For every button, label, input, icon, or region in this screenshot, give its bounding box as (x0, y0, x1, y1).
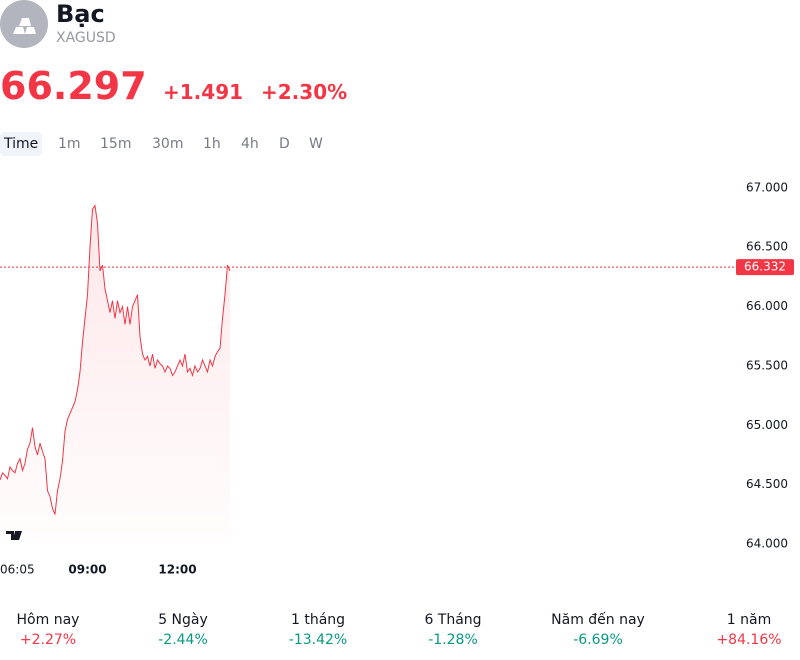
symbol-name: Bạc (56, 0, 105, 28)
period-label: 1 năm (726, 612, 772, 628)
change-pct: +2.30% (261, 80, 348, 104)
last-price-box (736, 259, 794, 276)
change: +1.491 (163, 80, 244, 104)
period-change: -2.44% (158, 632, 208, 648)
x-tick-label: 12:00 (158, 563, 196, 577)
period-change: +2.27% (19, 632, 77, 648)
performance-item: Hôm nay +2.27% (0, 610, 118, 650)
period-label: Hôm nay (16, 612, 80, 628)
performance-item: 1 tháng -13.42% (248, 610, 388, 650)
x-tick-label: 06:05 (0, 563, 35, 577)
period-label: 6 Tháng (424, 612, 482, 628)
performance-item: 6 Tháng -1.28% (383, 610, 523, 650)
interval-button[interactable]: W (309, 136, 323, 152)
period-change: -13.42% (288, 632, 348, 648)
performance-item: 1 năm +84.16% (679, 610, 800, 650)
period-change: -1.28% (428, 632, 478, 648)
last-price-label: 66.332 (744, 260, 786, 274)
period-label: 5 Ngày (158, 612, 208, 628)
performance-item: Năm đến nay -6.69% (528, 610, 668, 650)
interval-button[interactable]: D (279, 136, 290, 152)
y-tick-label: 67.000 (746, 180, 788, 194)
symbol-code: XAGUSD (56, 30, 116, 46)
interval-button[interactable]: 4h (241, 136, 259, 152)
interval-button[interactable]: Time (0, 132, 43, 156)
performance-item: 5 Ngày -2.44% (113, 610, 253, 650)
period-change: +84.16% (716, 632, 782, 648)
x-tick-label: 09:00 (68, 563, 106, 577)
price: 66.297 (0, 64, 147, 108)
y-tick-label: 66.500 (746, 240, 788, 254)
y-tick-label: 65.500 (746, 358, 788, 372)
interval-button[interactable]: 15m (100, 136, 132, 152)
y-tick-label: 64.000 (746, 537, 788, 551)
interval-button[interactable]: 30m (152, 136, 184, 152)
interval-button[interactable]: 1m (58, 136, 81, 152)
y-tick-label: 65.000 (746, 418, 788, 432)
period-change: -6.69% (573, 632, 623, 648)
period-label: Năm đến nay (551, 612, 645, 628)
area-fill (0, 205, 230, 540)
period-label: 1 tháng (290, 612, 346, 628)
y-tick-label: 64.500 (746, 477, 788, 491)
y-tick-label: 66.000 (746, 299, 788, 313)
icon-bars (13, 18, 36, 34)
price-line (0, 204, 231, 515)
interval-button[interactable]: 1h (203, 136, 221, 152)
